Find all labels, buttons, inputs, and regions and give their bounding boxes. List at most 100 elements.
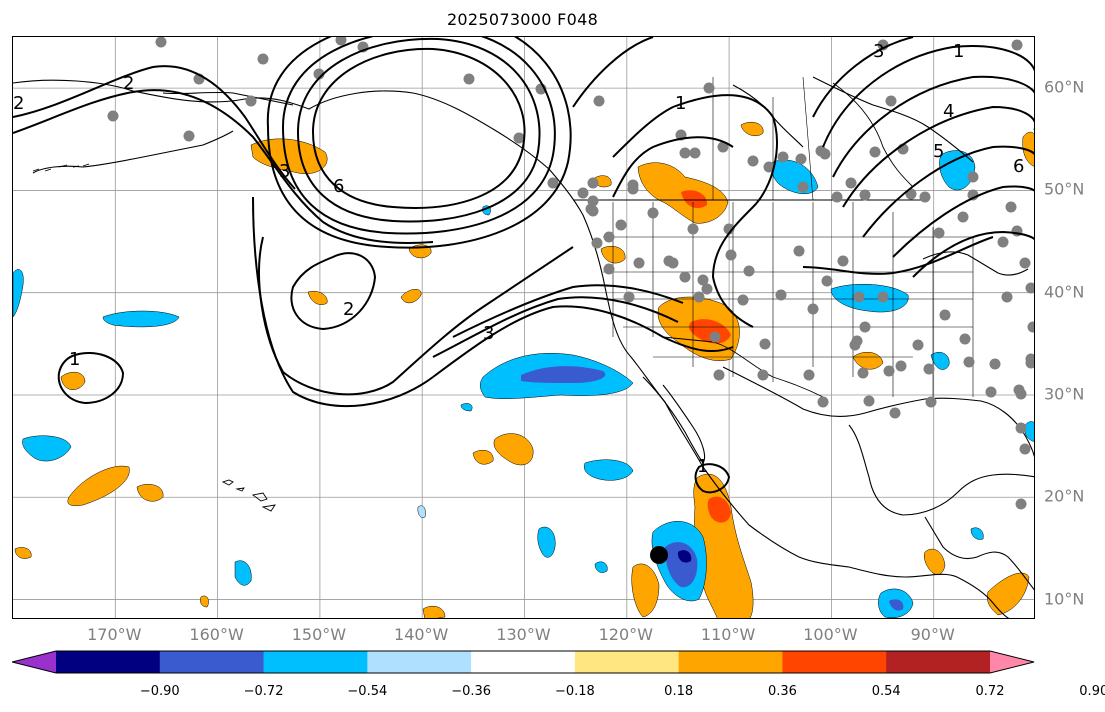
station-dot [689,147,701,159]
latitude-label: 20°N [1044,486,1085,506]
negative-anomaly-area [417,505,426,518]
station-dot [1011,39,1023,51]
station-dot [1025,282,1034,294]
station-dot [743,265,755,277]
station-dot [737,294,749,306]
positive-anomaly-area [923,548,946,575]
station-dot [647,207,659,219]
anomaly-shading [13,122,1034,618]
station-dot [997,236,1009,248]
station-dot [831,191,843,203]
station-dot [623,291,635,303]
negative-anomaly-area [939,150,976,191]
station-dot [183,130,195,142]
colorbar-tick-label: −0.90 [139,684,180,699]
negative-anomaly-area [22,435,72,462]
station-dot [679,271,691,283]
station-dot [807,303,819,315]
positive-anomaly-area [200,595,209,608]
station-dot [693,291,705,303]
station-dot [679,147,691,159]
negative-anomaly-area [537,526,556,558]
negative-anomaly-area [1024,421,1034,442]
station-dot [703,82,715,94]
positive-anomaly-area [852,351,884,370]
station-dot [1025,353,1034,365]
moderate-negative-area [521,366,606,383]
colorbar-segment [367,651,472,673]
contour-label: 5 [933,141,944,162]
colorbar-tick-label: 0.18 [664,684,694,699]
station-dot [1005,201,1017,213]
colorbar-tick-label: 0.90 [1079,684,1105,699]
station-dot [889,407,901,419]
station-dot [933,227,945,239]
negative-anomaly-area [460,403,473,412]
positive-anomaly-area [400,289,422,304]
station-dot [1019,443,1031,455]
contour-label: 2 [13,93,24,114]
station-dot [857,367,869,379]
station-dot [1013,384,1025,396]
station-dot [593,95,605,107]
contour-lines [13,37,1034,494]
station-dot [923,363,935,375]
station-dot [1015,498,1027,510]
positive-anomaly-area [631,563,660,618]
colorbar-tick-label: 0.36 [767,684,797,699]
contour-label: 3 [873,41,884,62]
longitude-label: 100°W [803,625,858,644]
colorbar-segment [263,651,368,673]
station-dot [513,132,525,144]
positive-anomaly-area [987,572,1030,616]
strong-positive-area [689,319,731,344]
contour-labels: 2 2 3 6 1 2 3 1 1 5 4 6 3 1 2 [13,41,1024,477]
latitude-label: 50°N [1044,179,1085,199]
station-dot [335,37,347,46]
station-dot [1019,257,1031,269]
station-dot [687,223,699,235]
station-dot [919,191,931,203]
map-canvas[interactable]: 2 2 3 6 1 2 3 1 1 5 4 6 3 1 2 [13,37,1035,619]
station-dot [591,237,603,249]
station-dot [717,141,729,153]
station-dot [895,360,907,372]
station-dot [1001,291,1013,303]
latitude-label: 60°N [1044,77,1085,97]
station-dot [803,369,815,381]
latitude-label: 10°N [1044,589,1085,609]
station-dot [155,37,167,48]
station-dot [723,223,735,235]
positive-anomaly-area [307,291,328,305]
station-dot [627,183,639,195]
negative-anomaly-area [830,283,909,313]
station-dot [957,211,969,223]
station-dot [759,338,771,350]
colorbar-segment [782,651,887,673]
colorbar-tick-label: 0.54 [871,684,901,699]
station-dot [877,291,889,303]
station-dot [313,68,325,80]
station-dot [257,53,269,65]
contour-label: 4 [943,101,954,122]
station-dot [925,396,937,408]
colorbar-tick-label: −0.18 [554,684,595,699]
station-dot [851,335,863,347]
station-dot [885,95,897,107]
latitude-label: 30°N [1044,384,1085,404]
station-dot [725,249,737,261]
contour-label: 3 [279,161,290,182]
colorbar-segment [471,651,576,673]
storm-center-marker[interactable] [650,546,668,564]
map-panel[interactable]: 2 2 3 6 1 2 3 1 1 5 4 6 3 1 2 [12,36,1035,619]
negative-anomaly-area [234,560,252,586]
station-dot [821,275,833,287]
station-dot [817,396,829,408]
longitude-label: 160°W [189,625,244,644]
station-dot [859,321,871,333]
station-dot [963,356,975,368]
station-dot [985,386,997,398]
negative-anomaly-area [584,459,634,481]
positive-anomaly-area [493,433,534,466]
positive-anomaly-area [14,547,32,559]
